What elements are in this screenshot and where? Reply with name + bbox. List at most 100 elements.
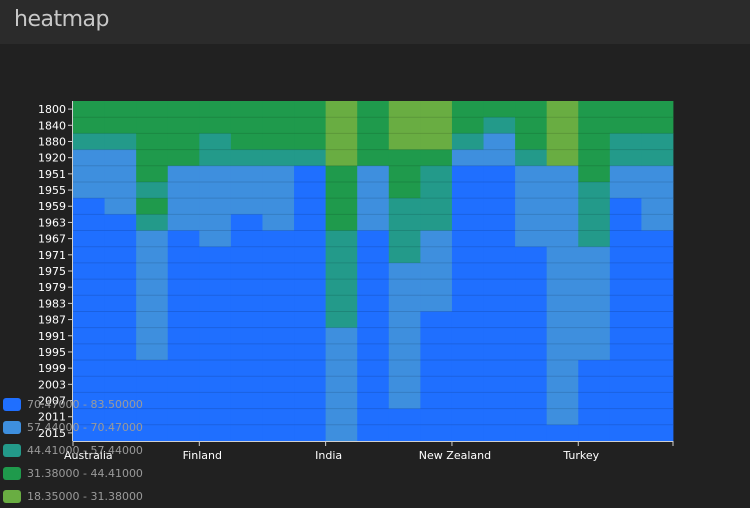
heatmap-cell xyxy=(73,327,105,345)
heatmap-cell xyxy=(73,214,105,231)
heatmap-cell xyxy=(641,279,674,296)
heatmap-cell xyxy=(104,360,137,377)
heatmap-cell xyxy=(104,181,137,199)
heatmap-cell xyxy=(199,165,232,183)
heatmap-cell xyxy=(136,214,169,231)
heatmap-cell xyxy=(325,376,358,393)
y-tick-label: 1983 xyxy=(38,297,66,310)
heatmap-cell xyxy=(104,117,137,134)
heatmap-cell xyxy=(167,343,200,361)
heatmap-cell xyxy=(451,343,484,361)
heatmap-cell xyxy=(294,360,327,377)
y-tick-label: 1975 xyxy=(38,265,66,278)
heatmap-cell xyxy=(199,360,232,377)
heatmap-cell xyxy=(609,117,642,134)
heatmap-cell xyxy=(420,327,453,345)
heatmap-cell xyxy=(546,376,579,393)
heatmap-cell xyxy=(262,246,295,264)
heatmap-cell xyxy=(262,262,295,280)
heatmap-cell xyxy=(641,149,674,167)
legend-item[interactable]: 57.44000 - 70.47000 xyxy=(3,419,143,435)
heatmap-cell xyxy=(420,262,453,280)
heatmap-cell xyxy=(167,198,200,215)
heatmap-cell xyxy=(451,198,484,215)
heatmap-cell xyxy=(136,117,169,134)
heatmap-cell xyxy=(104,230,137,248)
heatmap-cell xyxy=(451,149,484,167)
heatmap-cell xyxy=(515,327,548,345)
heatmap-cell xyxy=(167,117,200,134)
heatmap-cell xyxy=(420,214,453,231)
heatmap-cell xyxy=(136,165,169,183)
heatmap-cell xyxy=(104,101,137,118)
heatmap-cell xyxy=(262,198,295,215)
heatmap-cell xyxy=(388,246,421,264)
heatmap-cell xyxy=(230,262,263,280)
heatmap-cell xyxy=(104,214,137,231)
legend-label: 44.41000 - 57.44000 xyxy=(27,443,143,457)
legend-item[interactable]: 31.38000 - 44.41000 xyxy=(3,465,143,481)
heatmap-cell xyxy=(609,198,642,215)
heatmap-cell xyxy=(104,246,137,264)
heatmap-cell xyxy=(388,392,421,410)
heatmap-cell xyxy=(167,149,200,167)
heatmap-cell xyxy=(294,117,327,134)
heatmap-cell xyxy=(262,279,295,296)
heatmap-cell xyxy=(546,311,579,329)
heatmap-cell xyxy=(294,165,327,183)
heatmap-cell xyxy=(483,392,516,410)
heatmap-cell xyxy=(357,165,390,183)
heatmap-cell xyxy=(104,198,137,215)
heatmap-cell xyxy=(420,198,453,215)
heatmap-cell xyxy=(641,408,674,426)
heatmap-cell xyxy=(167,101,200,118)
heatmap-cell xyxy=(578,343,611,361)
heatmap-cell xyxy=(420,181,453,199)
heatmap-cell xyxy=(451,408,484,426)
heatmap-cell xyxy=(515,295,548,312)
heatmap-cell xyxy=(357,181,390,199)
heatmap-cell xyxy=(483,181,516,199)
legend-item[interactable]: 70.47000 - 83.50000 xyxy=(3,396,143,412)
heatmap-cell xyxy=(546,295,579,312)
heatmap-cell xyxy=(357,230,390,248)
heatmap-cell xyxy=(546,133,579,150)
heatmap-cell xyxy=(578,392,611,410)
legend-item[interactable]: 18.35000 - 31.38000 xyxy=(3,488,143,504)
heatmap-cell xyxy=(641,360,674,377)
heatmap-cell xyxy=(167,424,200,442)
heatmap-cell xyxy=(357,246,390,264)
heatmap-cell xyxy=(199,117,232,134)
heatmap-cell xyxy=(230,133,263,150)
x-tick-label: Turkey xyxy=(562,449,599,462)
heatmap-cell xyxy=(641,246,674,264)
heatmap-cell xyxy=(262,214,295,231)
heatmap-cell xyxy=(388,230,421,248)
heatmap-cell xyxy=(262,149,295,167)
heatmap-cell xyxy=(546,392,579,410)
heatmap-cell xyxy=(104,408,137,426)
heatmap-cell xyxy=(167,214,200,231)
heatmap-cell xyxy=(483,246,516,264)
legend-label: 70.47000 - 83.50000 xyxy=(27,397,143,411)
heatmap-cell xyxy=(357,424,390,442)
heatmap-cell xyxy=(609,408,642,426)
heatmap-cell xyxy=(546,165,579,183)
heatmap-cell xyxy=(73,343,105,361)
heatmap-cell xyxy=(609,311,642,329)
heatmap-cell xyxy=(388,408,421,426)
heatmap-cell xyxy=(641,343,674,361)
heatmap-cell xyxy=(294,246,327,264)
heatmap-cell xyxy=(167,295,200,312)
heatmap-cell xyxy=(136,133,169,150)
heatmap-cell xyxy=(420,424,453,442)
heatmap-cell xyxy=(578,424,611,442)
heatmap-cell xyxy=(294,376,327,393)
heatmap-cell xyxy=(609,214,642,231)
heatmap-cell xyxy=(294,343,327,361)
legend-item[interactable]: 44.41000 - 57.44000 xyxy=(3,442,143,458)
heatmap-cell xyxy=(294,101,327,118)
heatmap-cell xyxy=(451,311,484,329)
heatmap-cell xyxy=(578,165,611,183)
heatmap-cell xyxy=(483,230,516,248)
